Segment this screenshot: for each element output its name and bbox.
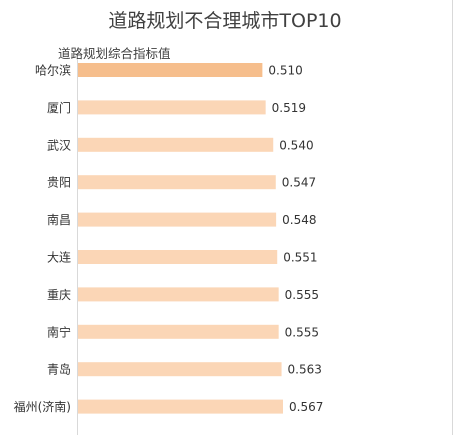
category-label: 武汉 xyxy=(47,138,71,152)
value-label: 0.510 xyxy=(268,64,302,78)
value-label: 0.567 xyxy=(289,400,323,414)
category-label: 厦门 xyxy=(47,100,71,115)
category-label: 青岛 xyxy=(47,362,71,377)
bar xyxy=(78,287,279,302)
bar xyxy=(78,362,282,377)
bar xyxy=(78,63,263,77)
value-label: 0.519 xyxy=(272,101,306,115)
bar xyxy=(78,212,277,227)
bar xyxy=(78,175,276,190)
bar xyxy=(78,250,278,264)
value-label: 0.555 xyxy=(285,325,319,339)
category-label: 贵阳 xyxy=(47,176,71,190)
category-label: 南昌 xyxy=(47,212,71,227)
chart-title: 道路规划不合理城市TOP10 xyxy=(108,10,341,32)
bars-group: 哈尔滨 0.510 厦门 0.519 武汉 0.540 贵阳 0.547 南昌 0.548 大连 0.… xyxy=(14,63,324,415)
category-label: 南宁 xyxy=(47,324,71,339)
value-label: 0.555 xyxy=(285,288,319,302)
bar xyxy=(78,137,274,152)
value-label: 0.547 xyxy=(282,176,316,190)
category-label: 哈尔滨 xyxy=(35,63,71,78)
category-label: 福州(济南) xyxy=(14,399,71,414)
category-label: 重庆 xyxy=(47,288,71,302)
chart-subtitle: 道路规划综合指标值 xyxy=(58,46,171,61)
value-label: 0.551 xyxy=(283,251,317,265)
value-label: 0.563 xyxy=(288,363,322,377)
category-label: 大连 xyxy=(47,250,71,265)
bar xyxy=(78,100,266,115)
bar xyxy=(78,324,279,339)
value-label: 0.540 xyxy=(279,138,313,152)
value-label: 0.548 xyxy=(282,213,316,227)
bar xyxy=(78,399,283,414)
